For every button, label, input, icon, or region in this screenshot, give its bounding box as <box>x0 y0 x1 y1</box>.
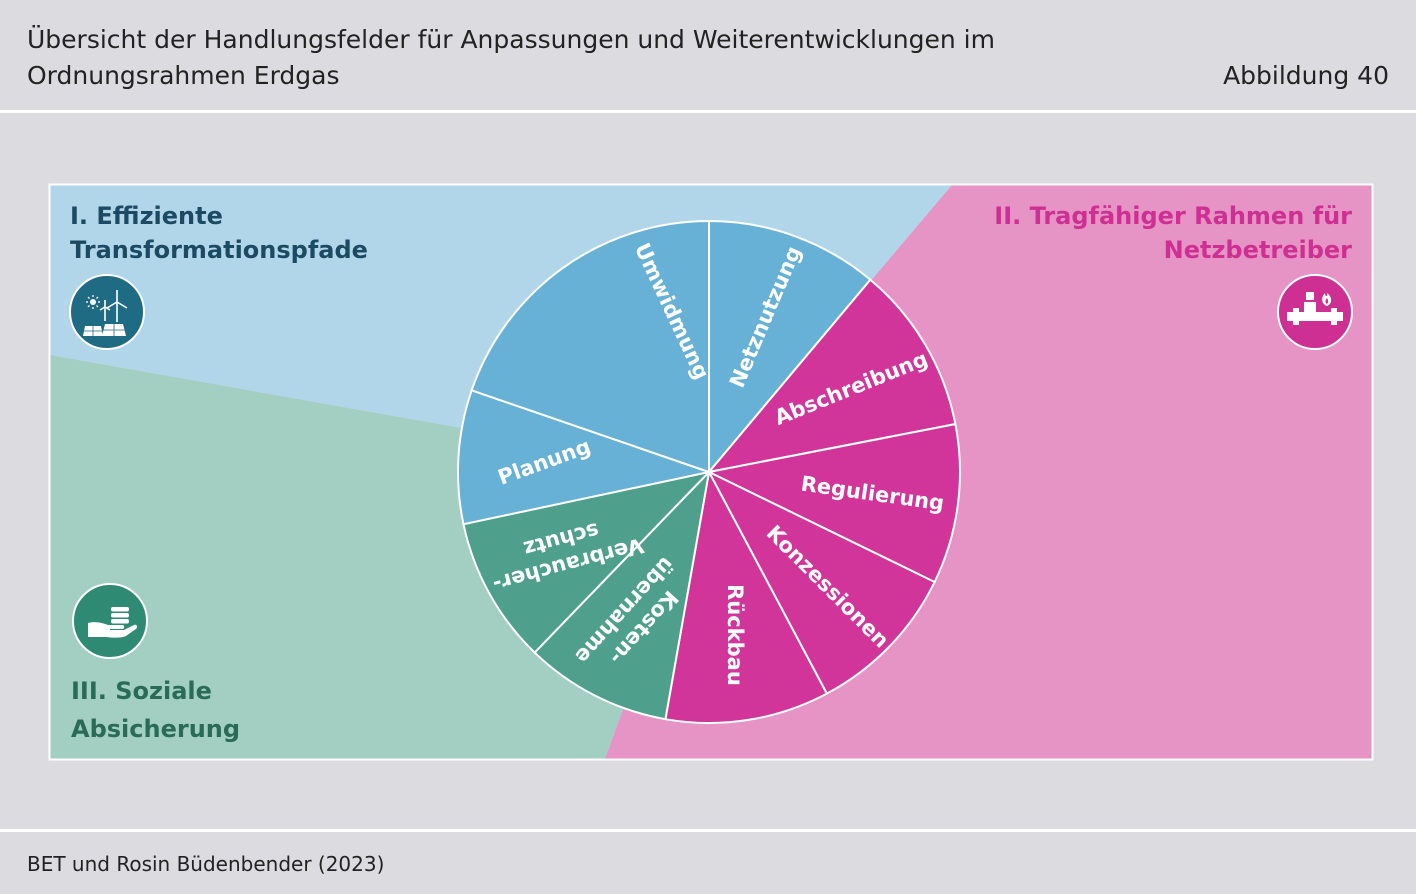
area-2-title-line-1: II. Tragfähiger Rahmen für <box>994 202 1352 230</box>
wheel-segment <box>462 470 712 654</box>
figure-title: Übersicht der Handlungsfelder für Anpass… <box>27 22 1027 94</box>
wheel-segment <box>705 422 961 584</box>
source-note: BET und Rosin Büdenbender (2023) <box>27 852 385 876</box>
footer-divider <box>0 829 1416 832</box>
wheel-segment <box>470 219 710 474</box>
area-3-title-line-1: III. Soziale <box>71 677 212 705</box>
wheel: NetznutzungAbschreibungRegulierungKonzes… <box>457 219 961 724</box>
wheel-segment-label: Rückbau <box>723 584 747 686</box>
area-3-title: III. Soziale Absicherung <box>71 672 240 748</box>
area-1-title: I. Effiziente Transformationspfade <box>70 199 368 267</box>
gas-pipeline-icon <box>1277 274 1353 350</box>
figure-title-line-1: Übersicht der Handlungsfelder für Anpass… <box>27 25 995 54</box>
area-1-title-line-2: Transformationspfade <box>70 236 368 264</box>
solar-wind-icon <box>69 274 145 350</box>
figure-title-line-2: Ordnungsrahmen Erdgas <box>27 61 340 90</box>
wheel-segment <box>706 278 957 474</box>
wheel-segment <box>457 389 713 526</box>
diagram-frame <box>48 183 1374 761</box>
area-2-title: II. Tragfähiger Rahmen für Netzbetreiber <box>994 199 1352 267</box>
wheel-segment <box>708 219 872 475</box>
figure-number: Abbildung 40 <box>1223 61 1389 90</box>
wheel-segment <box>706 469 936 695</box>
wheel-segment <box>664 468 829 724</box>
header-divider <box>0 110 1416 113</box>
area-2-title-line-2: Netzbetreiber <box>1163 236 1352 264</box>
area-3-title-line-2: Absicherung <box>71 715 241 743</box>
wheel-segment <box>533 468 711 721</box>
hand-coins-icon <box>72 583 148 659</box>
area-1-title-line-1: I. Effiziente <box>70 202 223 230</box>
